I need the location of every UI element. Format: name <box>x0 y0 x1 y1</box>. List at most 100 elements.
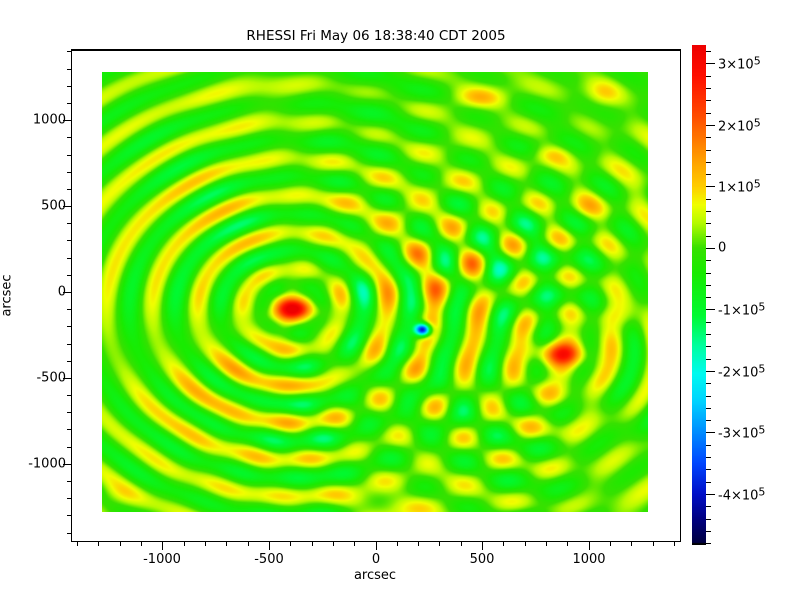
x-axis-minor-tick <box>205 542 206 546</box>
colorbar-minor-tick <box>706 137 711 138</box>
y-axis-tick-label: 0 <box>57 284 66 300</box>
y-axis-major-tick <box>63 206 71 207</box>
colorbar-minor-tick <box>706 211 711 212</box>
x-axis-minor-tick <box>461 542 462 546</box>
x-axis-major-tick <box>589 542 590 550</box>
y-axis-minor-tick <box>67 275 71 276</box>
colorbar-minor-tick <box>706 322 711 323</box>
colorbar-major-tick <box>706 248 715 249</box>
x-axis-minor-tick <box>397 542 398 546</box>
y-axis-minor-tick <box>67 361 71 362</box>
x-axis-label: arcsec <box>353 568 397 583</box>
x-axis-minor-tick <box>290 542 291 546</box>
colorbar-minor-tick <box>706 51 711 52</box>
colorbar-minor-tick <box>706 531 711 532</box>
x-axis-minor-tick <box>248 542 249 546</box>
colorbar-major-tick <box>706 125 715 126</box>
colorbar-minor-tick <box>706 100 711 101</box>
colorbar-minor-tick <box>706 113 711 114</box>
colorbar-minor-tick <box>706 420 711 421</box>
y-axis-minor-tick <box>67 172 71 173</box>
colorbar-minor-tick <box>706 359 711 360</box>
colorbar-minor-tick <box>706 162 711 163</box>
y-axis-minor-tick <box>67 51 71 52</box>
colorbar-minor-tick <box>706 223 711 224</box>
plot-title: RHESSI Fri May 06 18:38:40 CDT 2005 <box>246 28 506 44</box>
x-axis-minor-tick <box>418 542 419 546</box>
y-axis-minor-tick <box>67 155 71 156</box>
x-axis-tick-label: -1000 <box>143 552 181 567</box>
y-axis-minor-tick <box>67 344 71 345</box>
x-axis-minor-tick <box>674 542 675 546</box>
y-axis-minor-tick <box>67 103 71 104</box>
y-axis-minor-tick <box>67 412 71 413</box>
colorbar-minor-tick <box>706 383 711 384</box>
y-axis-tick-label: -500 <box>36 370 66 386</box>
y-axis-minor-tick <box>67 515 71 516</box>
y-axis-minor-tick <box>67 137 71 138</box>
colorbar-tick-label: 1×105 <box>718 177 761 196</box>
x-axis-major-tick <box>482 542 483 550</box>
colorbar-major-tick <box>706 186 715 187</box>
colorbar-major-tick <box>706 371 715 372</box>
colorbar-tick-label: 0 <box>718 240 727 256</box>
x-axis-minor-tick <box>226 542 227 546</box>
y-axis-minor-tick <box>67 69 71 70</box>
y-axis-major-tick <box>63 464 71 465</box>
y-axis-minor-tick <box>67 240 71 241</box>
y-axis-minor-tick <box>67 223 71 224</box>
x-axis-minor-tick <box>312 542 313 546</box>
colorbar-major-tick <box>706 432 715 433</box>
colorbar-major-tick <box>706 494 715 495</box>
x-axis-minor-tick <box>503 542 504 546</box>
colorbar-major-tick <box>706 309 715 310</box>
y-axis-tick-label: -1000 <box>28 456 66 472</box>
colorbar-minor-tick <box>706 260 711 261</box>
y-axis-tick-label: 1000 <box>32 112 66 128</box>
y-axis-minor-tick <box>67 481 71 482</box>
x-axis-major-tick <box>269 542 270 550</box>
colorbar-minor-tick <box>706 150 711 151</box>
colorbar-tick-label: -4×105 <box>718 485 766 504</box>
colorbar-minor-tick <box>706 76 711 77</box>
x-axis-minor-tick <box>439 542 440 546</box>
colorbar-minor-tick <box>706 543 711 544</box>
colorbar-major-tick <box>706 63 715 64</box>
x-axis-minor-tick <box>77 542 78 546</box>
colorbar-minor-tick <box>706 469 711 470</box>
colorbar-tick-label: -1×105 <box>718 300 766 319</box>
colorbar-tick-label: -2×105 <box>718 362 766 381</box>
colorbar-minor-tick <box>706 297 711 298</box>
colorbar-minor-tick <box>706 396 711 397</box>
y-axis-minor-tick <box>67 447 71 448</box>
x-axis-minor-tick <box>567 542 568 546</box>
colorbar-tick-label: -3×105 <box>718 423 766 442</box>
y-axis-minor-tick <box>67 533 71 534</box>
colorbar-minor-tick <box>706 408 711 409</box>
colorbar-minor-tick <box>706 519 711 520</box>
colorbar-minor-tick <box>706 174 711 175</box>
y-axis-major-tick <box>63 292 71 293</box>
x-axis-minor-tick <box>141 542 142 546</box>
colorbar-minor-tick <box>706 236 711 237</box>
colorbar-minor-tick <box>706 346 711 347</box>
y-axis-minor-tick <box>67 498 71 499</box>
y-axis-minor-tick <box>67 86 71 87</box>
x-axis-minor-tick <box>653 542 654 546</box>
x-axis-minor-tick <box>98 542 99 546</box>
heatmap-image <box>102 72 648 512</box>
x-axis-tick-label: 500 <box>469 552 495 567</box>
x-axis-minor-tick <box>525 542 526 546</box>
y-axis-minor-tick <box>67 395 71 396</box>
x-axis-major-tick <box>376 542 377 550</box>
colorbar-minor-tick <box>706 88 711 89</box>
y-axis-minor-tick <box>67 326 71 327</box>
y-axis-major-tick <box>63 378 71 379</box>
x-axis-minor-tick <box>546 542 547 546</box>
x-axis-tick-label: 1000 <box>572 552 606 567</box>
x-axis-minor-tick <box>120 542 121 546</box>
y-axis-tick-label: 500 <box>41 198 66 214</box>
y-axis-minor-tick <box>67 189 71 190</box>
y-axis-minor-tick <box>67 429 71 430</box>
colorbar-tick-label: 3×105 <box>718 54 761 73</box>
